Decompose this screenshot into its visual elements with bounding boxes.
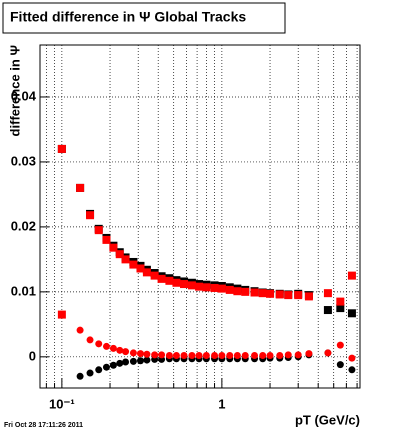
- marker: [136, 350, 144, 358]
- marker: [211, 352, 219, 360]
- marker: [129, 357, 137, 365]
- marker: [284, 351, 292, 359]
- marker: [266, 289, 275, 298]
- marker: [165, 276, 174, 285]
- marker: [187, 281, 196, 290]
- marker: [102, 235, 111, 244]
- y-axis-label: difference in Ψ: [7, 45, 22, 136]
- y-tick-label: 0: [29, 348, 36, 363]
- marker: [86, 369, 94, 377]
- marker: [323, 306, 332, 315]
- marker: [195, 352, 203, 360]
- marker: [259, 352, 267, 360]
- marker: [347, 309, 356, 318]
- marker: [115, 250, 124, 259]
- marker: [76, 372, 84, 380]
- y-tick-label: 0.03: [11, 153, 36, 168]
- marker: [348, 354, 356, 362]
- marker: [116, 346, 124, 354]
- marker: [266, 352, 274, 360]
- timestamp: Fri Oct 28 17:11:26 2011: [4, 422, 83, 429]
- marker: [136, 357, 144, 365]
- marker: [217, 284, 226, 293]
- marker: [284, 291, 293, 300]
- marker: [180, 280, 189, 289]
- marker: [95, 366, 103, 374]
- marker: [172, 352, 180, 360]
- marker: [304, 292, 313, 301]
- marker: [136, 264, 145, 273]
- x-tick-label: 10⁻¹: [49, 396, 75, 411]
- marker: [294, 291, 303, 300]
- marker: [225, 285, 234, 294]
- marker: [305, 350, 313, 358]
- marker: [233, 287, 242, 296]
- marker: [347, 271, 356, 280]
- marker: [109, 361, 117, 369]
- marker: [95, 340, 103, 348]
- marker: [158, 351, 166, 359]
- marker: [241, 287, 250, 296]
- x-tick-label: 1: [218, 396, 225, 411]
- marker: [202, 283, 211, 292]
- marker: [336, 297, 345, 306]
- marker: [129, 260, 138, 269]
- y-tick-label: 0.01: [11, 283, 36, 298]
- marker: [276, 352, 284, 360]
- x-axis-label: pT (GeV/c): [295, 412, 360, 427]
- marker: [202, 352, 210, 360]
- marker: [121, 255, 130, 264]
- marker: [250, 288, 259, 297]
- marker: [294, 351, 302, 359]
- marker: [116, 359, 124, 367]
- marker: [142, 268, 151, 277]
- y-tick-label: 0.02: [11, 218, 36, 233]
- marker: [86, 211, 95, 220]
- marker: [218, 352, 226, 360]
- marker: [233, 352, 241, 360]
- marker: [143, 356, 151, 364]
- marker: [122, 348, 130, 356]
- marker: [258, 289, 267, 298]
- marker: [336, 361, 344, 369]
- marker: [109, 344, 117, 352]
- marker: [76, 326, 84, 334]
- marker: [86, 336, 94, 344]
- marker: [151, 351, 159, 359]
- plot-frame: [39, 44, 361, 389]
- marker: [251, 352, 259, 360]
- marker: [109, 243, 118, 252]
- chart-title: Fitted difference in Ψ Global Tracks: [10, 9, 246, 25]
- marker: [172, 278, 181, 287]
- marker: [129, 349, 137, 357]
- marker: [102, 342, 110, 350]
- marker: [180, 352, 188, 360]
- marker: [143, 350, 151, 358]
- marker: [188, 352, 196, 360]
- y-tick-label: 0.04: [11, 88, 37, 103]
- marker: [195, 282, 204, 291]
- marker: [157, 274, 166, 283]
- marker: [57, 310, 66, 319]
- marker: [122, 358, 130, 366]
- marker: [165, 352, 173, 360]
- marker: [324, 349, 332, 357]
- title-box: [2, 2, 286, 34]
- marker: [323, 289, 332, 298]
- marker: [275, 290, 284, 299]
- marker: [336, 304, 345, 313]
- marker: [57, 144, 66, 153]
- marker: [348, 366, 356, 374]
- marker: [76, 183, 85, 192]
- marker: [241, 352, 249, 360]
- marker: [226, 352, 234, 360]
- marker: [102, 363, 110, 371]
- marker: [94, 226, 103, 235]
- marker: [336, 341, 344, 349]
- marker: [150, 271, 159, 280]
- marker: [210, 283, 219, 292]
